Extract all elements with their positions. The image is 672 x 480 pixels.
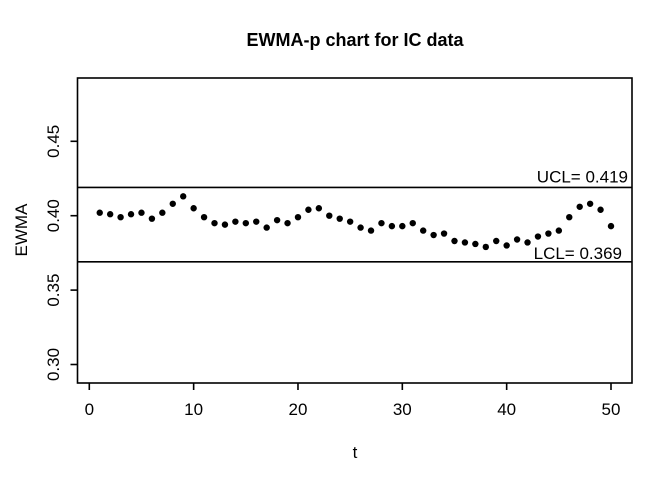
data-point bbox=[409, 219, 416, 227]
chart-generated-layer: 0 10 20 30 40 50 0.30 0.35 0.40 0.45 UCL= 0.419 LCL… bbox=[44, 77, 633, 419]
data-point bbox=[493, 237, 500, 245]
data-point bbox=[419, 227, 427, 234]
data-point bbox=[461, 239, 469, 246]
data-point bbox=[607, 222, 615, 230]
y-axis-label: EWMA bbox=[12, 203, 31, 257]
data-point bbox=[148, 215, 156, 222]
data-point bbox=[326, 212, 333, 219]
data-point bbox=[440, 230, 448, 237]
data-point bbox=[159, 209, 166, 216]
data-point bbox=[127, 211, 135, 218]
x-tick-label: 20 bbox=[289, 400, 308, 419]
data-point bbox=[524, 239, 531, 246]
plot-border bbox=[76, 77, 633, 384]
data-point bbox=[190, 205, 197, 212]
data-point bbox=[430, 231, 437, 239]
data-point bbox=[106, 211, 114, 218]
data-point bbox=[472, 240, 479, 248]
data-point bbox=[451, 237, 458, 245]
data-point bbox=[242, 219, 250, 227]
data-point bbox=[96, 209, 103, 216]
data-point bbox=[555, 227, 563, 234]
lcl-label: LCL= 0.369 bbox=[534, 244, 622, 263]
data-point bbox=[253, 218, 260, 225]
data-point bbox=[232, 218, 239, 225]
x-tick-label: 0 bbox=[85, 400, 94, 419]
data-point bbox=[399, 222, 406, 230]
data-point bbox=[503, 242, 510, 249]
data-point bbox=[586, 200, 594, 207]
data-point bbox=[576, 203, 583, 210]
y-tick-label: 0.30 bbox=[44, 348, 63, 381]
y-tick-label: 0.35 bbox=[44, 274, 63, 307]
data-point bbox=[378, 219, 385, 227]
x-tick-label: 10 bbox=[184, 400, 203, 419]
data-point bbox=[294, 213, 302, 221]
x-tick-label: 30 bbox=[393, 400, 412, 419]
x-axis-label: t bbox=[353, 443, 358, 462]
x-tick-label: 50 bbox=[602, 400, 621, 419]
data-point bbox=[263, 224, 270, 231]
data-point bbox=[357, 224, 364, 231]
data-point bbox=[169, 200, 176, 207]
data-point bbox=[597, 206, 604, 213]
data-point bbox=[305, 206, 312, 213]
chart-title: EWMA-p chart for IC data bbox=[246, 30, 464, 50]
data-point bbox=[315, 205, 323, 212]
data-point bbox=[566, 213, 573, 221]
data-point bbox=[346, 218, 354, 225]
data-point bbox=[388, 222, 396, 230]
data-point bbox=[367, 227, 375, 234]
x-tick-label: 40 bbox=[497, 400, 516, 419]
data-point bbox=[545, 230, 552, 237]
data-point bbox=[284, 219, 291, 227]
data-point bbox=[336, 215, 343, 222]
data-point bbox=[482, 243, 489, 251]
data-point bbox=[117, 213, 124, 221]
data-point bbox=[211, 219, 218, 227]
data-point bbox=[534, 233, 542, 240]
data-point bbox=[180, 193, 187, 200]
y-tick-label: 0.40 bbox=[44, 199, 63, 232]
data-point bbox=[273, 216, 281, 224]
data-point bbox=[221, 221, 229, 228]
data-point bbox=[513, 236, 521, 243]
ucl-label: UCL= 0.419 bbox=[537, 167, 628, 186]
data-point bbox=[138, 209, 145, 216]
data-point bbox=[200, 213, 208, 221]
y-tick-label: 0.45 bbox=[44, 125, 63, 158]
